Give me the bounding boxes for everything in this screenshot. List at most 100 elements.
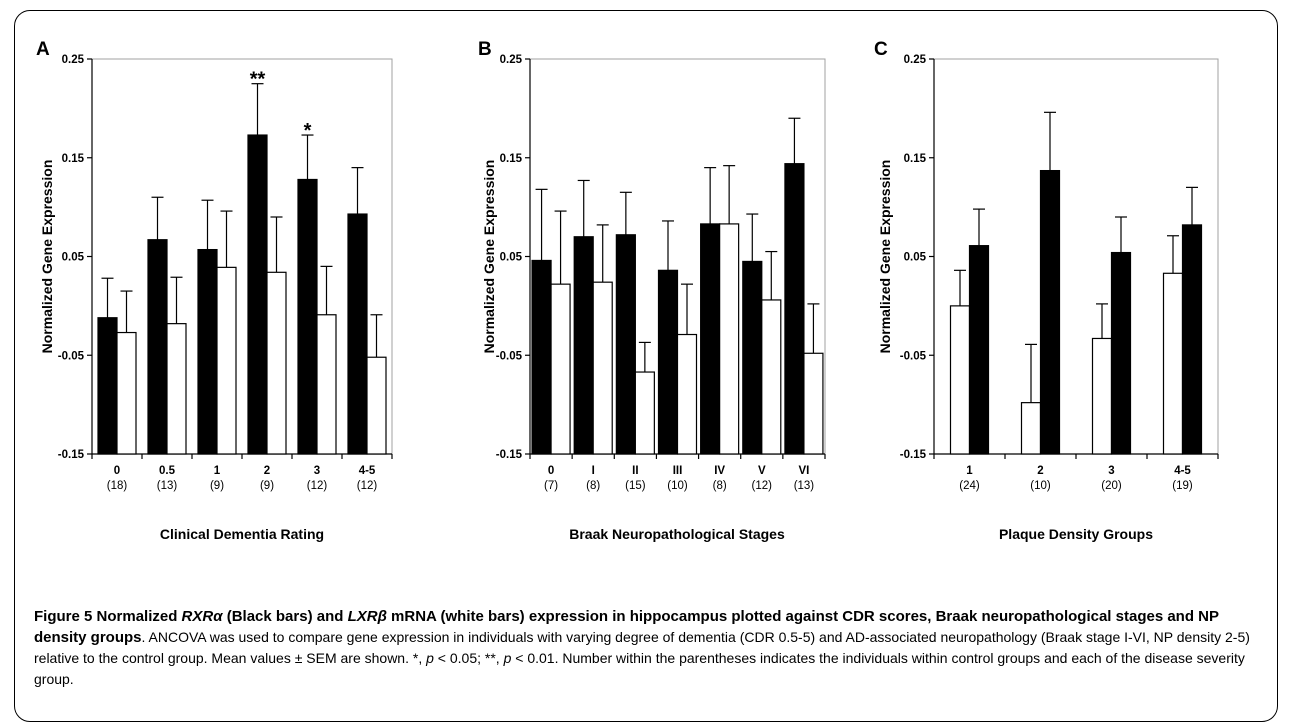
caption-heading: Figure 5 Normalized RXRα (Black bars) an… xyxy=(34,608,1219,646)
black-bar xyxy=(531,259,552,455)
y-tick-label: -0.15 xyxy=(900,449,927,461)
x-tick-label: 1 xyxy=(214,465,221,477)
panel-letter: C xyxy=(874,39,888,60)
y-axis-title: Normalized Gene Expression xyxy=(481,160,497,354)
x-tick-label: I xyxy=(592,465,595,477)
caption-title-part: Normalized xyxy=(92,608,182,625)
x-tick-label: 0.5 xyxy=(159,465,176,477)
caption-title-part: mRNA (white bars) expression in hippocam… xyxy=(34,608,1219,646)
white-bar xyxy=(676,333,698,455)
y-tick-label: 0.05 xyxy=(500,252,523,264)
panel-letter: A xyxy=(36,39,50,60)
gene-name-lxrb: LXRβ xyxy=(347,608,387,625)
group-size-label: (12) xyxy=(307,480,328,492)
y-tick-label: 0.25 xyxy=(62,54,85,66)
group-size-label: (15) xyxy=(625,480,646,492)
black-bar xyxy=(1039,169,1061,455)
y-tick-label: -0.05 xyxy=(496,350,523,362)
x-tick-label: 3 xyxy=(1108,465,1114,477)
white-bar xyxy=(803,352,824,455)
y-tick-label: -0.05 xyxy=(900,350,927,362)
y-tick-label: 0.25 xyxy=(904,54,927,66)
x-tick-label: III xyxy=(673,465,683,477)
x-tick-label: 3 xyxy=(314,465,320,477)
x-tick-label: 0 xyxy=(114,465,120,477)
white-bar xyxy=(366,356,387,455)
chart-panel-b: B 0.25 0.15 0.05 -0.05 -0.15 Normalized Gene E… xyxy=(478,39,826,542)
white-bar xyxy=(949,305,971,455)
y-tick-label: -0.15 xyxy=(58,449,85,461)
p-symbol: p xyxy=(426,650,434,666)
caption-title-part: (Black bars) and xyxy=(222,608,348,625)
x-tick-label: VI xyxy=(798,465,809,477)
white-bar xyxy=(1020,402,1042,455)
p-symbol: p xyxy=(503,650,512,666)
y-tick-label: 0.05 xyxy=(62,252,85,264)
y-tick-label: -0.15 xyxy=(496,449,523,461)
panel-letter: B xyxy=(478,39,492,60)
x-axis-title: Clinical Dementia Rating xyxy=(160,526,324,542)
caption-body-part: . ANCOVA was used to compare gene expres… xyxy=(34,629,1250,666)
y-tick-label: 0.05 xyxy=(904,252,927,264)
significance-marker: * xyxy=(304,120,312,142)
white-bar xyxy=(216,266,237,455)
x-tick-label: 4-5 xyxy=(1174,465,1191,477)
black-bar xyxy=(347,213,368,455)
x-axis-title: Plaque Density Groups xyxy=(999,526,1153,542)
x-tick-label: 4-5 xyxy=(359,465,376,477)
x-tick-label: 0 xyxy=(548,465,554,477)
black-bar xyxy=(615,234,636,455)
y-tick-label: 0.15 xyxy=(904,153,927,165)
group-size-label: (7) xyxy=(544,480,558,492)
group-size-label: (24) xyxy=(959,480,980,492)
group-size-label: (10) xyxy=(1030,480,1051,492)
black-bar xyxy=(297,178,318,455)
white-bar xyxy=(592,281,613,455)
x-tick-label: 2 xyxy=(264,465,270,477)
chart-panel-a: A 0.25 0.15 0.05 -0.05 -0.15 Normalized Gene E… xyxy=(36,39,393,542)
black-bar xyxy=(784,163,805,455)
y-axis-title: Normalized Gene Expression xyxy=(877,160,893,354)
white-bar xyxy=(550,283,571,455)
black-bar xyxy=(1181,224,1203,455)
white-bar xyxy=(719,223,740,455)
white-bar xyxy=(116,331,137,455)
black-bar xyxy=(1110,251,1132,455)
y-tick-label: -0.05 xyxy=(58,350,85,362)
group-size-label: (13) xyxy=(157,480,178,492)
black-bar xyxy=(247,134,268,455)
caption-body-part: < 0.05; **, xyxy=(433,650,504,666)
black-bar xyxy=(97,317,118,455)
y-tick-label: 0.25 xyxy=(500,54,523,66)
group-size-label: (12) xyxy=(752,480,773,492)
x-tick-label: II xyxy=(632,465,638,477)
y-tick-label: 0.15 xyxy=(500,153,523,165)
x-tick-label: 1 xyxy=(966,465,973,477)
y-tick-label: 0.15 xyxy=(62,153,85,165)
x-tick-label: V xyxy=(758,465,766,477)
group-size-label: (13) xyxy=(794,480,815,492)
black-bar xyxy=(573,236,594,455)
black-bar xyxy=(742,260,763,455)
x-tick-label: 2 xyxy=(1037,465,1043,477)
group-size-label: (12) xyxy=(357,480,378,492)
group-size-label: (18) xyxy=(107,480,128,492)
group-size-label: (8) xyxy=(586,480,600,492)
group-size-label: (9) xyxy=(260,480,274,492)
group-size-label: (9) xyxy=(210,480,224,492)
significance-marker: ** xyxy=(250,69,266,91)
figure-label: Figure 5 xyxy=(34,608,93,625)
group-size-label: (20) xyxy=(1101,480,1122,492)
figure-caption: Figure 5 Normalized RXRα (Black bars) an… xyxy=(34,606,1254,690)
caption-body-part: < 0.01. Number within the parentheses in… xyxy=(34,650,1245,687)
white-bar xyxy=(761,299,782,455)
white-bar xyxy=(1091,337,1113,455)
group-size-label: (8) xyxy=(713,480,727,492)
x-tick-label: IV xyxy=(714,465,725,477)
black-bar xyxy=(968,245,990,455)
white-bar xyxy=(266,271,287,455)
black-bar xyxy=(147,239,168,455)
y-axis-title: Normalized Gene Expression xyxy=(39,160,55,354)
black-bar xyxy=(657,269,679,455)
white-bar xyxy=(316,314,337,455)
